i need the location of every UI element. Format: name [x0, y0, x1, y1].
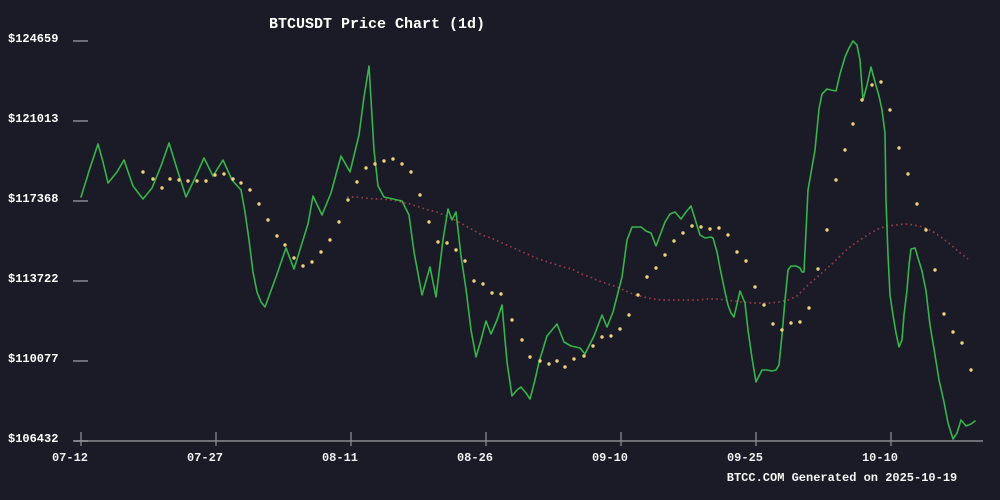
svg-text:09-10: 09-10 [592, 451, 628, 465]
svg-text:09-25: 09-25 [727, 451, 763, 465]
svg-text:BTCC.COM Generated on 2025-10-: BTCC.COM Generated on 2025-10-19 [727, 471, 957, 485]
svg-text:08-11: 08-11 [322, 451, 358, 465]
svg-text:07-27: 07-27 [187, 451, 223, 465]
svg-text:10-10: 10-10 [862, 451, 898, 465]
svg-text:$110077: $110077 [8, 352, 58, 366]
svg-text:$124659: $124659 [8, 32, 58, 46]
svg-text:$121013: $121013 [8, 112, 58, 126]
svg-text:$113722: $113722 [8, 272, 58, 286]
svg-text:$117368: $117368 [8, 192, 58, 206]
svg-text:08-26: 08-26 [457, 451, 493, 465]
svg-text:BTCUSDT Price Chart (1d): BTCUSDT Price Chart (1d) [269, 16, 485, 33]
svg-text:$106432: $106432 [8, 432, 58, 446]
svg-text:07-12: 07-12 [52, 451, 88, 465]
